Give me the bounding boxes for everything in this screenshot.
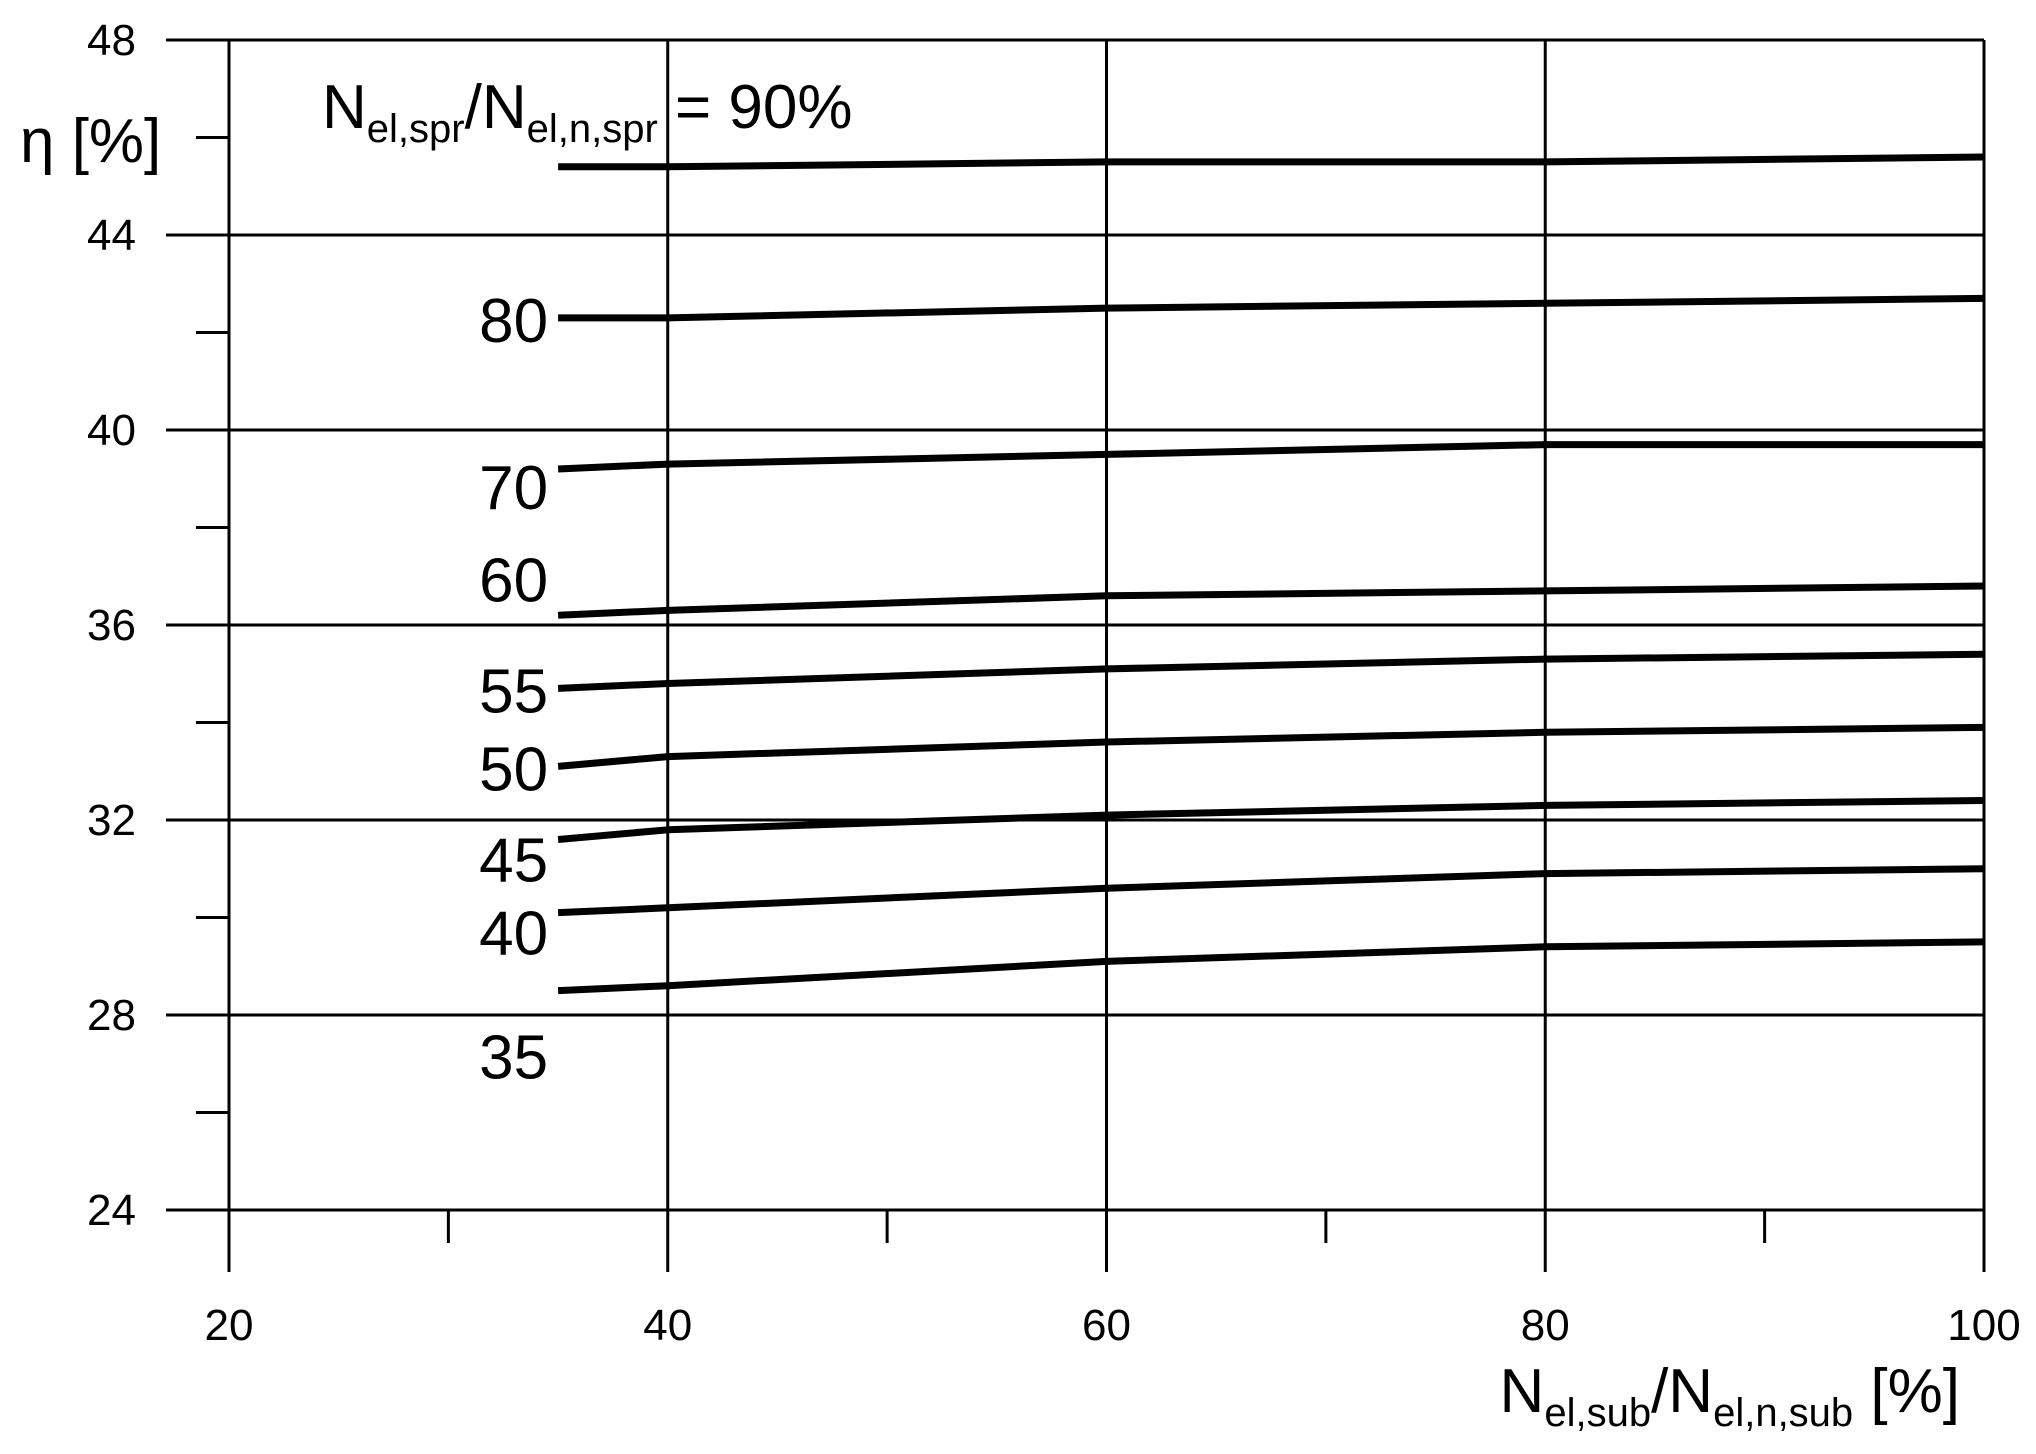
curve-label-55: 55 — [479, 657, 548, 726]
annotation-sub-1: el,spr — [367, 107, 465, 151]
grid — [166, 38, 1986, 1272]
x-tick-label-80: 80 — [1521, 1301, 1570, 1350]
x-axis-title-mid: /N — [1651, 1357, 1713, 1426]
x-tick-label-40: 40 — [643, 1301, 692, 1350]
x-tick-label-100: 100 — [1947, 1301, 2020, 1350]
annotation-mid: /N — [465, 73, 527, 142]
x-axis-title-main-1: N — [1500, 1357, 1545, 1426]
series-line-80 — [558, 294, 1985, 322]
x-axis-title-tail: [%] — [1853, 1357, 1960, 1426]
series-line-35 — [557, 938, 1985, 995]
curve-label-70: 70 — [479, 454, 548, 523]
y-tick-label-24: 24 — [87, 1186, 136, 1235]
curve-label-60: 60 — [479, 546, 548, 615]
x-tick-label-20: 20 — [205, 1301, 254, 1350]
y-tick-label-28: 28 — [87, 991, 136, 1040]
annotation-tail: = 90% — [658, 73, 853, 142]
annotation: Nel,spr/Nel,n,spr = 90% — [322, 73, 853, 151]
x-tick-label-60: 60 — [1082, 1301, 1131, 1350]
curve-label-35: 35 — [479, 1024, 548, 1093]
annotation-sub-2: el,n,spr — [527, 107, 658, 151]
y-axis-title: η [%] — [20, 107, 161, 176]
x-axis-title-sub-1: el,sub — [1544, 1391, 1651, 1435]
series-line-top — [558, 153, 1985, 171]
x-axis-title-sub-2: el,n,sub — [1713, 1391, 1853, 1435]
y-tick-label-36: 36 — [87, 601, 136, 650]
series-line-45 — [557, 797, 1985, 843]
series-line-55 — [557, 650, 1985, 692]
series-group — [557, 153, 1985, 995]
annotation-main-1: N — [322, 73, 367, 142]
tick-labels: 24 28 32 36 40 44 48 20 40 60 80 100 — [87, 16, 2021, 1350]
y-tick-label-44: 44 — [87, 211, 136, 260]
curve-label-50: 50 — [479, 735, 548, 804]
x-axis-title: Nel,sub/Nel,n,sub [%] — [1500, 1357, 1960, 1435]
series-line-40 — [557, 865, 1985, 917]
curve-label-45: 45 — [479, 827, 548, 896]
axes — [196, 136, 1767, 1243]
curve-label-80: 80 — [479, 287, 548, 356]
curve-label-40: 40 — [479, 900, 548, 969]
series-line-70 — [557, 441, 1984, 473]
y-tick-label-40: 40 — [87, 406, 136, 455]
series-line-60 — [557, 582, 1985, 619]
y-tick-label-48: 48 — [87, 16, 136, 65]
y-tick-label-32: 32 — [87, 796, 136, 845]
series-line-50 — [557, 723, 1985, 770]
